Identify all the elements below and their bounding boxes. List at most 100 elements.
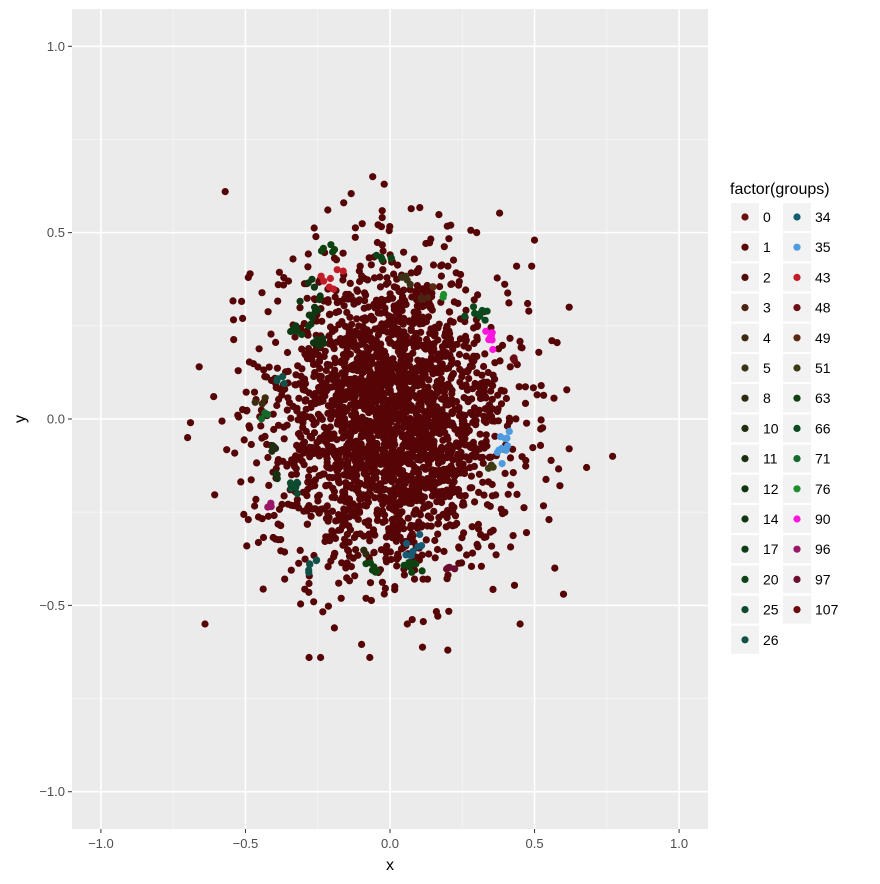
data-point	[395, 465, 403, 473]
legend-swatch-43	[793, 273, 801, 281]
data-point	[293, 441, 301, 449]
data-point	[414, 309, 422, 317]
data-point	[358, 357, 366, 365]
data-point	[275, 268, 283, 276]
legend-label-35: 35	[815, 239, 831, 255]
data-point-outlier	[366, 653, 374, 662]
data-point	[311, 482, 319, 490]
data-point	[349, 441, 357, 449]
y-tick-label: 0.0	[47, 412, 65, 427]
data-point	[481, 350, 489, 358]
data-point	[351, 224, 359, 232]
data-point	[404, 514, 412, 522]
data-point	[405, 403, 413, 411]
data-point	[539, 502, 548, 510]
data-point	[537, 425, 545, 433]
data-point	[325, 463, 333, 471]
data-point	[345, 496, 353, 504]
data-point	[449, 318, 457, 326]
legend-swatch-5	[741, 364, 749, 372]
legend-swatch-11	[741, 455, 749, 463]
data-point	[443, 506, 452, 515]
data-point	[455, 412, 463, 420]
cluster-point-14	[311, 303, 319, 311]
legend-label-2: 2	[763, 269, 771, 285]
cluster-point-63	[405, 559, 413, 567]
legend-label-66: 66	[815, 420, 831, 436]
legend-swatch-17	[741, 545, 749, 553]
data-point	[391, 414, 400, 422]
data-point	[489, 585, 497, 594]
data-point	[400, 248, 408, 256]
data-point	[345, 577, 354, 585]
data-point	[480, 491, 488, 499]
data-point	[365, 428, 373, 436]
data-point-outlier	[305, 653, 313, 662]
data-point	[340, 426, 348, 434]
data-point	[369, 526, 378, 534]
data-point	[325, 383, 333, 391]
data-point	[467, 472, 475, 480]
data-point	[315, 357, 324, 366]
data-point	[311, 465, 319, 473]
data-point	[437, 375, 445, 383]
data-point	[307, 399, 315, 407]
data-point	[467, 562, 476, 571]
data-point	[283, 406, 291, 414]
data-point	[302, 396, 310, 404]
legend-swatch-48	[793, 304, 801, 312]
x-tick-label: 0.0	[381, 836, 399, 851]
data-point	[424, 512, 432, 520]
data-point	[304, 263, 312, 271]
data-point	[480, 362, 488, 371]
cluster-point-71	[258, 415, 266, 423]
data-point	[293, 496, 301, 504]
data-point	[443, 575, 451, 583]
legend-label-5: 5	[763, 360, 771, 376]
data-point	[401, 422, 409, 430]
data-point	[295, 559, 303, 567]
data-point	[408, 460, 416, 468]
data-point	[494, 417, 502, 425]
data-point-outlier	[244, 516, 252, 524]
data-point	[386, 418, 394, 426]
data-point	[457, 270, 465, 279]
data-point	[470, 404, 479, 412]
data-point	[330, 430, 338, 438]
data-point	[431, 411, 439, 419]
x-tick-label: 1.0	[670, 836, 688, 851]
data-point	[271, 535, 280, 543]
data-point	[473, 540, 481, 549]
data-point-outlier	[239, 314, 247, 322]
data-point	[363, 450, 371, 458]
data-point	[432, 608, 440, 616]
data-point	[349, 468, 357, 476]
data-point	[542, 475, 550, 483]
data-point	[301, 375, 309, 383]
data-point	[563, 386, 571, 394]
data-point	[261, 432, 269, 440]
data-point	[332, 378, 340, 386]
data-point	[468, 484, 476, 492]
data-point	[426, 422, 434, 430]
data-point	[407, 523, 415, 531]
data-point	[385, 428, 393, 436]
data-point	[333, 436, 341, 444]
data-point	[353, 287, 362, 295]
data-point	[462, 336, 470, 344]
data-point	[265, 481, 273, 489]
data-point	[550, 394, 558, 402]
legend-label-34: 34	[815, 209, 831, 225]
x-axis-title: x	[386, 857, 394, 874]
data-point	[341, 395, 349, 404]
data-point	[472, 416, 480, 425]
data-point	[356, 262, 364, 270]
data-point	[274, 421, 283, 429]
data-point	[469, 411, 477, 419]
cluster-point-14	[308, 275, 316, 283]
cluster-point-66	[469, 303, 478, 311]
data-point	[460, 417, 468, 425]
data-point	[371, 325, 379, 333]
data-point	[250, 388, 259, 396]
data-point	[513, 490, 521, 498]
